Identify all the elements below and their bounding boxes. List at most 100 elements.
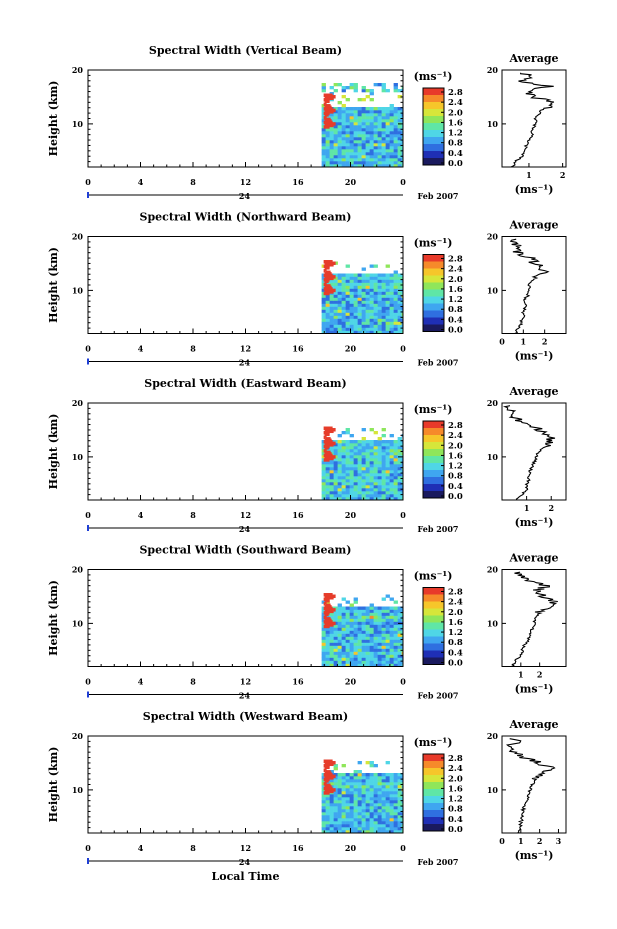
heatmap-cell bbox=[333, 812, 338, 816]
heatmap-cell bbox=[353, 782, 358, 786]
heatmap-cell bbox=[325, 615, 330, 619]
heatmap-cell bbox=[393, 642, 398, 646]
x-tick-label: 0 bbox=[400, 510, 406, 520]
heatmap-cell bbox=[357, 621, 362, 625]
heatmap-cell bbox=[329, 113, 334, 117]
heatmap-cell bbox=[349, 785, 354, 789]
colorbar-swatch bbox=[423, 310, 444, 318]
heatmap-cell bbox=[385, 660, 390, 664]
heatmap-cell bbox=[321, 815, 326, 819]
y-axis-label: Height (km) bbox=[47, 747, 60, 823]
heatmap-cell bbox=[361, 827, 366, 831]
heatmap-cell bbox=[357, 315, 362, 319]
heatmap-cell bbox=[361, 324, 366, 328]
heatmap-cell bbox=[397, 648, 402, 652]
beam-panel-0: Spectral Width (Vertical Beam)1020Height… bbox=[47, 44, 567, 201]
heatmap-cell bbox=[349, 788, 354, 792]
heatmap-cell bbox=[381, 294, 386, 298]
colorbar-swatch bbox=[423, 254, 444, 262]
heatmap-cell bbox=[357, 470, 362, 474]
colorbar-swatch bbox=[423, 456, 444, 464]
heatmap-cell bbox=[385, 794, 390, 798]
heatmap-cell bbox=[337, 137, 342, 141]
heatmap-cell bbox=[321, 315, 326, 319]
date-marker-label: 24 bbox=[239, 691, 251, 701]
profile-title: Average bbox=[508, 52, 558, 65]
heatmap-cell bbox=[389, 776, 394, 780]
heatmap-cell bbox=[385, 116, 390, 120]
profile-x-axis-label: (ms⁻¹) bbox=[515, 849, 554, 862]
heatmap-cell bbox=[393, 149, 398, 153]
heatmap-cell bbox=[361, 443, 366, 447]
heatmap-cell bbox=[337, 440, 342, 444]
heatmap-cell bbox=[357, 482, 362, 486]
heatmap-cell bbox=[385, 494, 390, 498]
heatmap-cell bbox=[397, 161, 402, 165]
heatmap-cell bbox=[361, 651, 366, 655]
heatmap-cell bbox=[329, 116, 334, 120]
heatmap-cell bbox=[361, 800, 366, 804]
heatmap-cell bbox=[321, 318, 326, 322]
heatmap-cell bbox=[349, 327, 354, 331]
panel-title: Spectral Width (Northward Beam) bbox=[140, 211, 352, 224]
heatmap-cell bbox=[361, 464, 366, 468]
heatmap-cell bbox=[337, 818, 342, 822]
heatmap-cell bbox=[377, 473, 382, 477]
profile-x-tick-label: 1 bbox=[518, 670, 524, 680]
heatmap-cell bbox=[353, 615, 358, 619]
heatmap-cell bbox=[321, 303, 326, 307]
heatmap-cell bbox=[381, 321, 386, 325]
heatmap-cell bbox=[377, 776, 382, 780]
heatmap-cell bbox=[333, 146, 338, 150]
heatmap-cell bbox=[329, 303, 334, 307]
heatmap-cell bbox=[341, 273, 346, 277]
heatmap-cell bbox=[365, 288, 370, 292]
profile-x-tick-label: 1 bbox=[524, 503, 530, 513]
heatmap-cell bbox=[381, 137, 386, 141]
heatmap-cell bbox=[357, 660, 362, 664]
heatmap-cell bbox=[381, 146, 386, 150]
heatmap-cell bbox=[329, 615, 334, 619]
heatmap-cell bbox=[373, 119, 378, 123]
heatmap-cell bbox=[389, 309, 394, 313]
heatmap-cell bbox=[353, 137, 358, 141]
heatmap-cell bbox=[333, 446, 338, 450]
heatmap-cell bbox=[393, 440, 398, 444]
heatmap-cell bbox=[377, 615, 382, 619]
heatmap-cell bbox=[353, 606, 358, 610]
heatmap-cell bbox=[397, 470, 402, 474]
heatmap-cell bbox=[373, 773, 378, 777]
heatmap-cell bbox=[381, 773, 386, 777]
heatmap-cell bbox=[345, 645, 350, 649]
heatmap-cell bbox=[377, 818, 382, 822]
heatmap-cell bbox=[345, 458, 350, 462]
heatmap-cell bbox=[341, 776, 346, 780]
heatmap-cell bbox=[341, 803, 346, 807]
heatmap-cell bbox=[373, 306, 378, 310]
x-tick-label: 0 bbox=[85, 510, 91, 520]
heatmap-cell bbox=[349, 164, 354, 167]
heatmap-cell bbox=[373, 113, 378, 117]
y-tick-label: 20 bbox=[72, 565, 84, 575]
heatmap-cell bbox=[377, 830, 382, 833]
heatmap-cell bbox=[369, 297, 374, 301]
colorbar-tick-label: 1.2 bbox=[448, 295, 463, 305]
heatmap-cell bbox=[329, 164, 334, 167]
heatmap-cell bbox=[349, 818, 354, 822]
heatmap-cell bbox=[345, 134, 350, 138]
date-marker-label: 24 bbox=[239, 358, 251, 368]
heatmap-cell bbox=[333, 119, 338, 123]
heatmap-cell bbox=[345, 606, 350, 610]
heatmap-cell bbox=[397, 467, 402, 471]
heatmap-cell bbox=[389, 482, 394, 486]
heatmap-cell bbox=[393, 164, 398, 167]
heatmap-cell bbox=[381, 488, 386, 492]
heatmap-cell bbox=[385, 812, 390, 816]
heatmap-cell bbox=[341, 315, 346, 319]
heatmap-cell bbox=[385, 821, 390, 825]
heatmap-cell bbox=[321, 300, 326, 304]
heatmap-cell bbox=[353, 600, 358, 604]
heatmap-cell bbox=[393, 782, 398, 786]
heatmap-cell bbox=[321, 806, 326, 810]
heatmap-cell bbox=[325, 152, 330, 156]
